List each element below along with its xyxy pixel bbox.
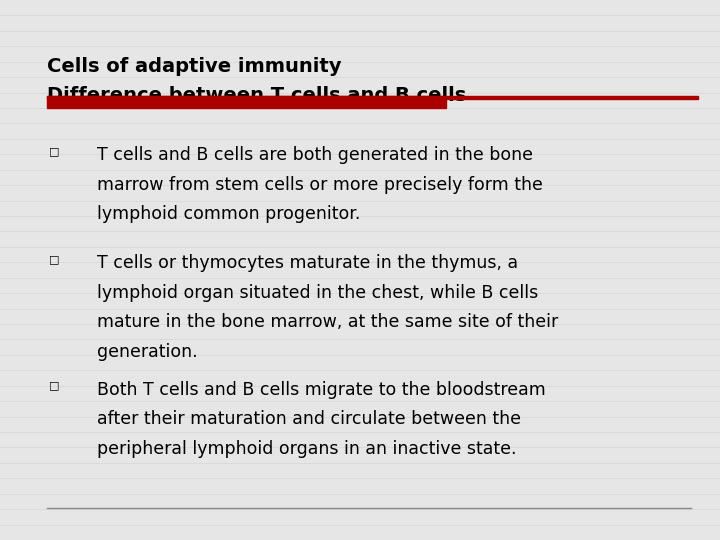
Text: mature in the bone marrow, at the same site of their: mature in the bone marrow, at the same s…: [97, 313, 559, 331]
Text: generation.: generation.: [97, 343, 198, 361]
Text: T cells and B cells are both generated in the bone: T cells and B cells are both generated i…: [97, 146, 534, 164]
Text: T cells or thymocytes maturate in the thymus, a: T cells or thymocytes maturate in the th…: [97, 254, 518, 272]
Text: □: □: [49, 146, 59, 156]
Text: □: □: [49, 381, 59, 391]
Text: Difference between T cells and B cells: Difference between T cells and B cells: [47, 86, 466, 105]
Text: □: □: [49, 254, 59, 264]
Text: marrow from stem cells or more precisely form the: marrow from stem cells or more precisely…: [97, 176, 543, 193]
Text: after their maturation and circulate between the: after their maturation and circulate bet…: [97, 410, 521, 428]
Text: lymphoid organ situated in the chest, while B cells: lymphoid organ situated in the chest, wh…: [97, 284, 539, 301]
Text: Cells of adaptive immunity: Cells of adaptive immunity: [47, 57, 341, 76]
Text: peripheral lymphoid organs in an inactive state.: peripheral lymphoid organs in an inactiv…: [97, 440, 517, 458]
Text: lymphoid common progenitor.: lymphoid common progenitor.: [97, 205, 361, 223]
Bar: [47, 96, 446, 108]
Text: Both T cells and B cells migrate to the bloodstream: Both T cells and B cells migrate to the …: [97, 381, 546, 399]
Bar: [47, 96, 698, 99]
